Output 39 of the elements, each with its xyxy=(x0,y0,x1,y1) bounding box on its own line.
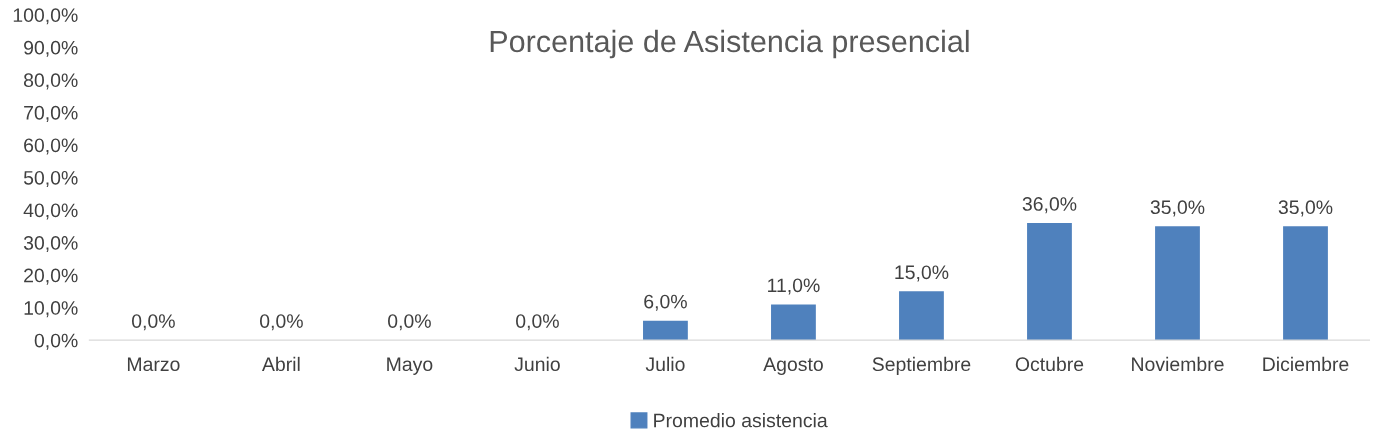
x-tick-label: Junio xyxy=(514,356,560,372)
x-tick-label: Julio xyxy=(645,356,685,372)
bar xyxy=(771,304,816,341)
x-tick-label: Noviembre xyxy=(1132,356,1224,372)
data-label: 0,0% xyxy=(259,314,303,331)
x-tick-label: Agosto xyxy=(763,357,823,375)
x-tick-label: Marzo xyxy=(127,357,180,372)
bar xyxy=(899,291,944,341)
data-label: 35,0% xyxy=(1150,200,1205,217)
data-label: 0,0% xyxy=(516,314,559,331)
data-label: 0,0% xyxy=(131,314,175,331)
y-tick-label: 70,0% xyxy=(24,105,78,122)
data-label: 35,0% xyxy=(1278,200,1333,217)
y-tick-label: 60,0% xyxy=(24,138,78,155)
x-tick-label: Diciembre xyxy=(1263,356,1349,372)
y-tick-label: 10,0% xyxy=(24,301,78,318)
bar xyxy=(643,320,688,341)
y-tick-label: 90,0% xyxy=(24,40,78,57)
x-tick-label: Abril xyxy=(261,356,300,372)
x-tick-label: Mayo xyxy=(387,357,433,375)
data-label: 15,0% xyxy=(895,265,949,282)
y-tick-label: 0,0% xyxy=(34,333,78,350)
data-label: 36,0% xyxy=(1022,197,1077,214)
y-tick-label: 50,0% xyxy=(23,170,78,188)
bar xyxy=(1155,226,1200,341)
bar xyxy=(1027,223,1072,341)
y-tick-label: 100,0% xyxy=(13,8,78,25)
chart-title: Porcentaje de Asistencia presencial xyxy=(490,29,969,59)
y-tick-label: 30,0% xyxy=(23,236,78,253)
x-tick-label: Septiembre xyxy=(872,356,971,375)
x-tick-label: Octubre xyxy=(1015,356,1084,372)
data-label: 11,0% xyxy=(768,278,820,295)
y-tick-label: 20,0% xyxy=(24,268,78,285)
data-label: 0,0% xyxy=(388,314,431,331)
y-tick-label: 80,0% xyxy=(23,73,78,90)
bar xyxy=(1283,226,1328,341)
legend-label: Promedio asistencia xyxy=(654,413,828,428)
data-label: 6,0% xyxy=(644,294,687,311)
y-tick-label: 40,0% xyxy=(23,203,78,220)
